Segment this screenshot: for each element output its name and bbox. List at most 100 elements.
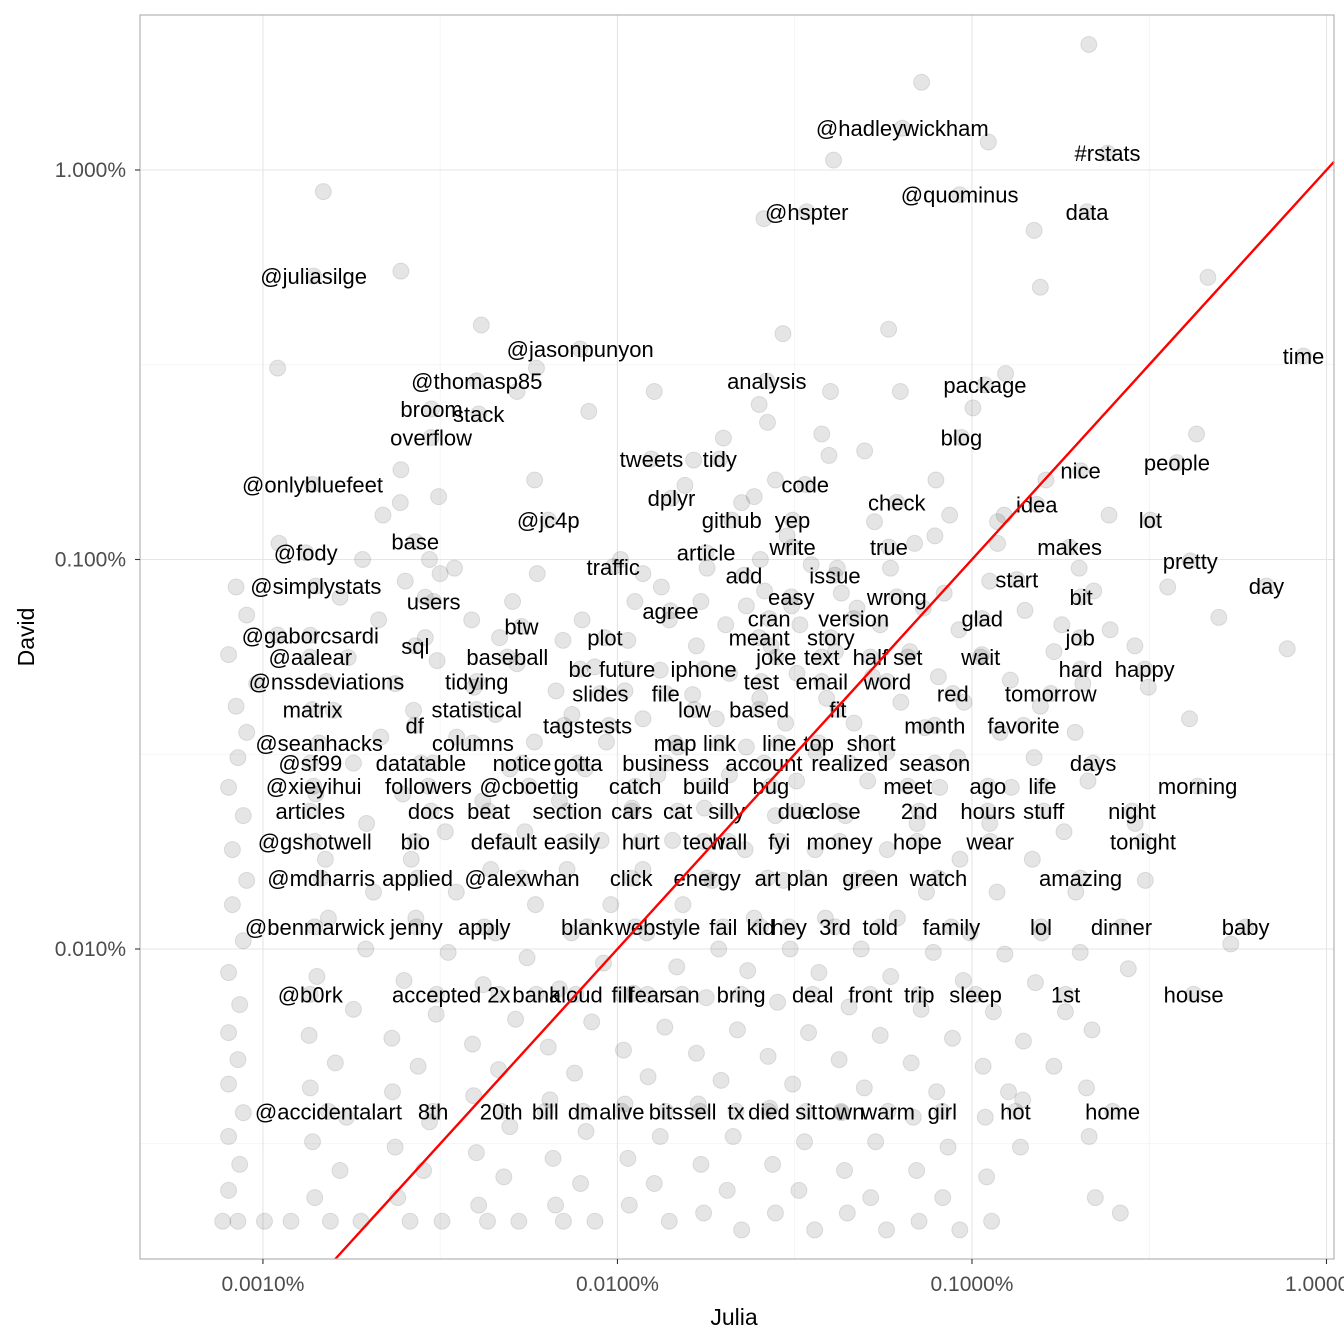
data-point bbox=[421, 1113, 439, 1131]
word-label: broom bbox=[400, 397, 462, 422]
data-point bbox=[491, 629, 509, 647]
word-label: plot bbox=[587, 626, 622, 651]
data-point bbox=[238, 871, 256, 889]
data-point bbox=[1042, 684, 1060, 702]
data-point bbox=[933, 1102, 951, 1120]
data-point bbox=[583, 1013, 601, 1031]
word-label: business bbox=[622, 751, 709, 776]
data-point bbox=[1123, 802, 1141, 820]
data-point bbox=[612, 551, 630, 569]
data-point bbox=[712, 1071, 730, 1089]
data-point bbox=[463, 1035, 481, 1053]
data-point bbox=[508, 382, 526, 400]
data-point bbox=[695, 1204, 713, 1222]
word-label: yep bbox=[775, 508, 810, 533]
data-point bbox=[916, 719, 934, 737]
word-label: tonight bbox=[1110, 829, 1176, 854]
word-label: easy bbox=[768, 585, 814, 610]
data-point bbox=[951, 850, 969, 868]
word-label: meant bbox=[729, 626, 790, 651]
data-point bbox=[1011, 1138, 1029, 1156]
data-point bbox=[220, 1024, 238, 1042]
data-point bbox=[1294, 347, 1312, 365]
word-label: df bbox=[406, 713, 425, 738]
data-point bbox=[297, 544, 315, 562]
x-tick-label: 0.0100% bbox=[576, 1273, 659, 1296]
word-label: tags bbox=[543, 713, 585, 738]
data-point bbox=[501, 760, 519, 778]
data-point bbox=[810, 964, 828, 982]
data-point bbox=[632, 832, 650, 850]
word-label: wrong bbox=[866, 585, 927, 610]
data-point bbox=[826, 918, 844, 936]
data-point bbox=[1031, 697, 1049, 715]
word-label: file bbox=[652, 681, 680, 706]
data-point bbox=[910, 985, 928, 1003]
data-point bbox=[304, 700, 322, 718]
data-point bbox=[1083, 1021, 1101, 1039]
word-label: articles bbox=[275, 799, 345, 824]
data-point bbox=[697, 777, 715, 795]
word-label: died bbox=[748, 1099, 790, 1124]
word-label: fear bbox=[628, 982, 666, 1007]
data-point bbox=[649, 766, 667, 784]
data-point bbox=[1126, 637, 1144, 655]
data-point bbox=[423, 400, 441, 418]
data-point bbox=[220, 1128, 238, 1146]
word-label: dinner bbox=[1091, 915, 1152, 940]
word-label: hey bbox=[771, 915, 806, 940]
data-point bbox=[639, 1068, 657, 1086]
data-point bbox=[796, 1133, 814, 1151]
data-point bbox=[592, 831, 610, 849]
word-label: gotta bbox=[554, 751, 604, 776]
data-point bbox=[394, 785, 412, 803]
data-point bbox=[248, 675, 266, 693]
data-point bbox=[558, 802, 576, 820]
data-point bbox=[759, 869, 777, 887]
data-points bbox=[214, 35, 1312, 1239]
data-point bbox=[1070, 559, 1088, 577]
word-label: 8th bbox=[418, 1099, 449, 1124]
data-point bbox=[528, 565, 546, 583]
data-point bbox=[566, 1064, 584, 1082]
data-point bbox=[301, 1079, 319, 1097]
data-point bbox=[745, 909, 763, 927]
data-point bbox=[861, 869, 879, 887]
data-point bbox=[317, 673, 335, 691]
data-point bbox=[638, 924, 656, 942]
word-label: applied bbox=[382, 866, 453, 891]
data-point bbox=[597, 733, 615, 751]
data-point bbox=[229, 1212, 247, 1230]
data-point bbox=[1033, 777, 1051, 795]
y-axis-title: David bbox=[13, 608, 39, 667]
word-label: baseball bbox=[466, 645, 548, 670]
data-point bbox=[755, 210, 773, 228]
data-point bbox=[703, 871, 721, 889]
data-point bbox=[927, 471, 945, 489]
word-label: tidy bbox=[703, 447, 737, 472]
data-point bbox=[220, 964, 238, 982]
data-point bbox=[301, 802, 319, 820]
word-label: link bbox=[703, 731, 737, 756]
data-point bbox=[822, 382, 840, 400]
data-point bbox=[891, 382, 909, 400]
data-point bbox=[269, 359, 287, 377]
data-point bbox=[664, 831, 682, 849]
data-point bbox=[888, 588, 906, 606]
word-label: bring bbox=[717, 982, 766, 1007]
data-point bbox=[634, 860, 652, 878]
data-point bbox=[669, 738, 687, 756]
data-point bbox=[386, 1138, 404, 1156]
data-point bbox=[942, 918, 960, 936]
data-point bbox=[926, 527, 944, 545]
word-label: iphone bbox=[670, 657, 736, 682]
word-label: glad bbox=[961, 607, 1003, 632]
x-tick-label: 0.1000% bbox=[931, 1273, 1014, 1296]
data-point bbox=[513, 869, 531, 887]
data-point bbox=[861, 648, 879, 666]
data-point bbox=[714, 918, 732, 936]
data-point bbox=[227, 697, 245, 715]
data-point bbox=[1181, 552, 1199, 570]
word-label: dm bbox=[568, 1099, 599, 1124]
data-point bbox=[852, 940, 870, 958]
